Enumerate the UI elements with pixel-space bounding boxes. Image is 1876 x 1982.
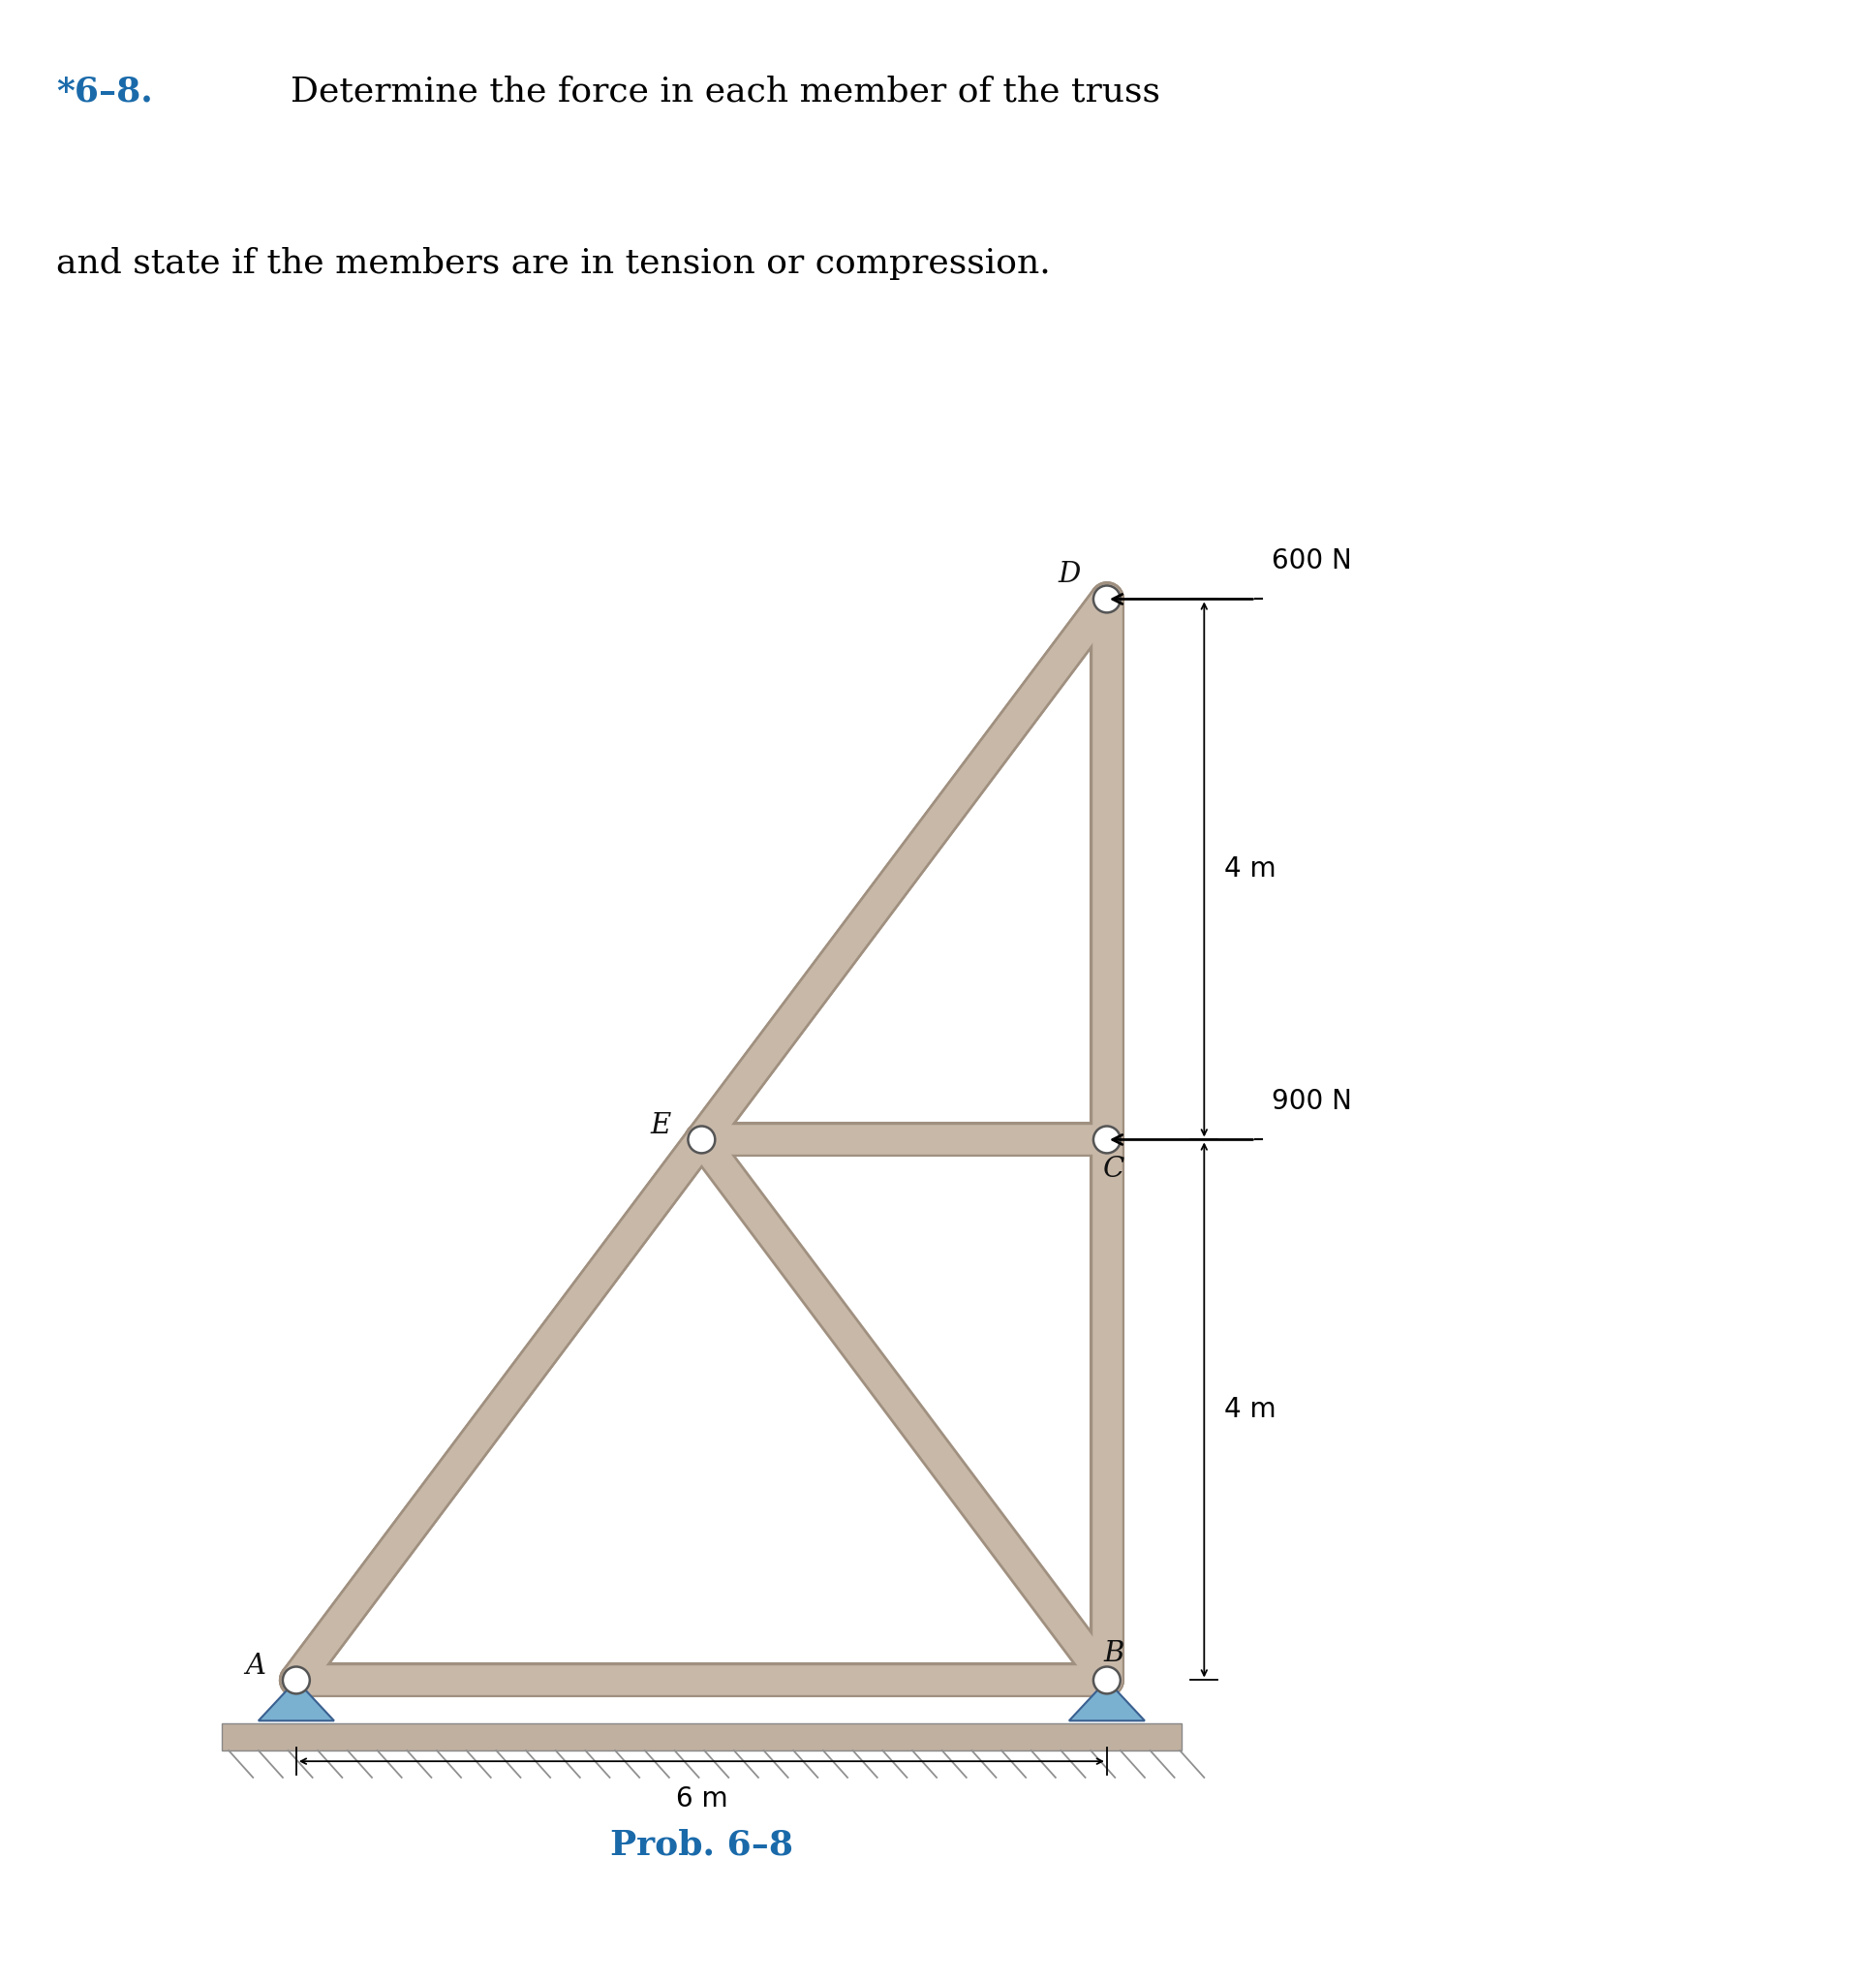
- Text: 900 N: 900 N: [1272, 1088, 1353, 1116]
- Text: Determine the force in each member of the truss: Determine the force in each member of th…: [291, 75, 1161, 109]
- Text: A: A: [246, 1653, 266, 1681]
- Text: *6–8.: *6–8.: [56, 75, 152, 109]
- Circle shape: [1094, 1667, 1120, 1695]
- Text: Prob. 6–8: Prob. 6–8: [610, 1829, 794, 1861]
- Text: 4 m: 4 m: [1225, 1397, 1276, 1423]
- Circle shape: [1094, 1126, 1120, 1154]
- Text: 600 N: 600 N: [1272, 547, 1353, 575]
- Circle shape: [688, 1126, 715, 1154]
- Polygon shape: [259, 1681, 334, 1720]
- Polygon shape: [221, 1724, 1182, 1750]
- Circle shape: [283, 1667, 310, 1695]
- Text: 4 m: 4 m: [1225, 856, 1276, 882]
- Text: D: D: [1058, 561, 1081, 589]
- Text: B: B: [1103, 1639, 1124, 1667]
- Circle shape: [1094, 585, 1120, 612]
- Polygon shape: [1069, 1681, 1144, 1720]
- Text: C: C: [1103, 1156, 1124, 1183]
- Text: E: E: [651, 1112, 672, 1140]
- Text: 6 m: 6 m: [675, 1786, 728, 1814]
- Text: and state if the members are in tension or compression.: and state if the members are in tension …: [56, 246, 1051, 279]
